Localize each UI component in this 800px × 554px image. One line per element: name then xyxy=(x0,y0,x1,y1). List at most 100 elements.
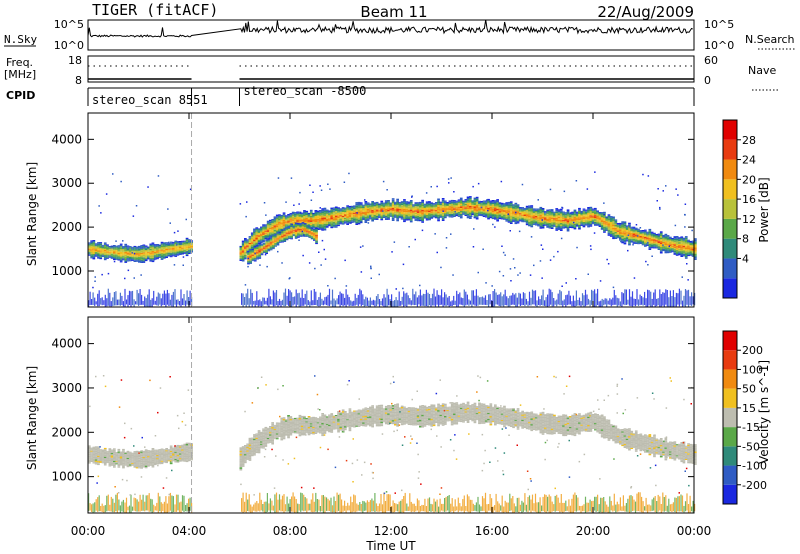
power-speck xyxy=(182,264,184,266)
power-near-range xyxy=(245,293,247,307)
power-cell xyxy=(306,230,309,232)
power-cell xyxy=(580,216,584,218)
velocity-cell xyxy=(142,465,146,467)
power-cell xyxy=(167,248,171,250)
power-cell xyxy=(301,223,305,225)
power-cell xyxy=(400,218,404,220)
power-cell xyxy=(559,208,563,211)
power-near-range xyxy=(462,298,464,306)
power-cell xyxy=(269,245,273,247)
power-cell xyxy=(484,207,488,209)
power-cell xyxy=(487,201,490,204)
power-cell xyxy=(475,203,479,205)
power-cell xyxy=(650,240,654,242)
power-near-range xyxy=(409,298,411,305)
power-cell xyxy=(188,242,191,244)
power-cell xyxy=(491,216,495,218)
power-near-range xyxy=(631,291,634,307)
power-cell xyxy=(678,241,681,243)
power-cell xyxy=(648,230,652,232)
power-speck xyxy=(450,233,452,235)
power-cell xyxy=(587,218,590,221)
velocity-cell xyxy=(135,455,139,458)
power-cell xyxy=(126,248,130,250)
power-cell xyxy=(521,207,524,209)
power-cell xyxy=(482,207,486,209)
power-cell xyxy=(249,252,252,254)
velocity-cell xyxy=(147,451,150,453)
power-speck xyxy=(265,214,267,216)
power-cell xyxy=(580,211,584,213)
power-cell xyxy=(260,245,264,246)
power-cell xyxy=(589,215,593,217)
power-cell xyxy=(239,254,243,256)
power-cell xyxy=(285,239,289,241)
velocity-cell xyxy=(110,450,114,452)
power-speck xyxy=(391,251,393,253)
power-cell xyxy=(153,245,157,247)
power-cell xyxy=(167,246,171,248)
power-cell xyxy=(312,223,315,225)
power-cell xyxy=(630,231,634,233)
power-cell xyxy=(328,218,331,220)
power-cell xyxy=(489,209,493,211)
power-cell xyxy=(584,223,588,225)
velocity-cell xyxy=(88,451,91,454)
power-near-range xyxy=(384,297,387,307)
power-near-range xyxy=(288,289,290,306)
power-cell xyxy=(300,214,304,216)
power-cell xyxy=(369,214,372,216)
power-cell xyxy=(532,215,536,217)
velocity-cell xyxy=(138,465,141,468)
power-cell xyxy=(464,199,468,201)
power-speck xyxy=(150,260,153,262)
power-cell xyxy=(255,241,259,243)
power-cell xyxy=(382,205,386,207)
power-cell xyxy=(487,198,490,201)
velocity-cell xyxy=(117,466,121,468)
velocity-cell xyxy=(131,457,134,459)
power-cell xyxy=(564,226,568,228)
power-cell xyxy=(669,239,672,241)
power-cell xyxy=(437,200,440,202)
velocity-cell xyxy=(138,461,141,463)
power-cell xyxy=(523,213,527,214)
power-cell xyxy=(471,204,474,206)
power-cell xyxy=(641,242,645,244)
power-cell xyxy=(428,214,431,217)
power-cell xyxy=(575,216,579,218)
power-cell xyxy=(122,246,125,248)
power-cell xyxy=(280,226,284,228)
power-speck xyxy=(319,185,321,187)
power-cell xyxy=(673,245,677,247)
power-cell xyxy=(573,218,577,220)
power-speck xyxy=(561,285,563,287)
power-near-range xyxy=(189,290,191,306)
power-cell xyxy=(444,206,447,209)
power-cell xyxy=(403,213,406,216)
power-cell xyxy=(140,254,143,256)
power-cell xyxy=(115,251,118,253)
power-cell xyxy=(346,219,349,221)
power-cell xyxy=(176,252,180,254)
power-speck xyxy=(656,200,658,202)
power-cell xyxy=(423,213,427,215)
power-speck xyxy=(518,230,521,233)
power-cell xyxy=(559,221,563,223)
power-cell xyxy=(523,215,527,216)
power-speck xyxy=(502,275,505,277)
power-cell xyxy=(503,209,506,211)
power-cell xyxy=(396,205,399,207)
power-cell xyxy=(562,227,565,229)
power-cell xyxy=(153,246,157,248)
power-cell xyxy=(99,256,103,258)
power-near-range xyxy=(612,297,614,306)
power-cell xyxy=(113,249,116,251)
power-cell xyxy=(188,252,191,254)
freq-label: Freq. xyxy=(6,56,33,69)
power-cell xyxy=(453,201,456,203)
power-near-range xyxy=(257,300,259,307)
power-cell xyxy=(334,218,338,221)
power-cell xyxy=(291,211,295,213)
